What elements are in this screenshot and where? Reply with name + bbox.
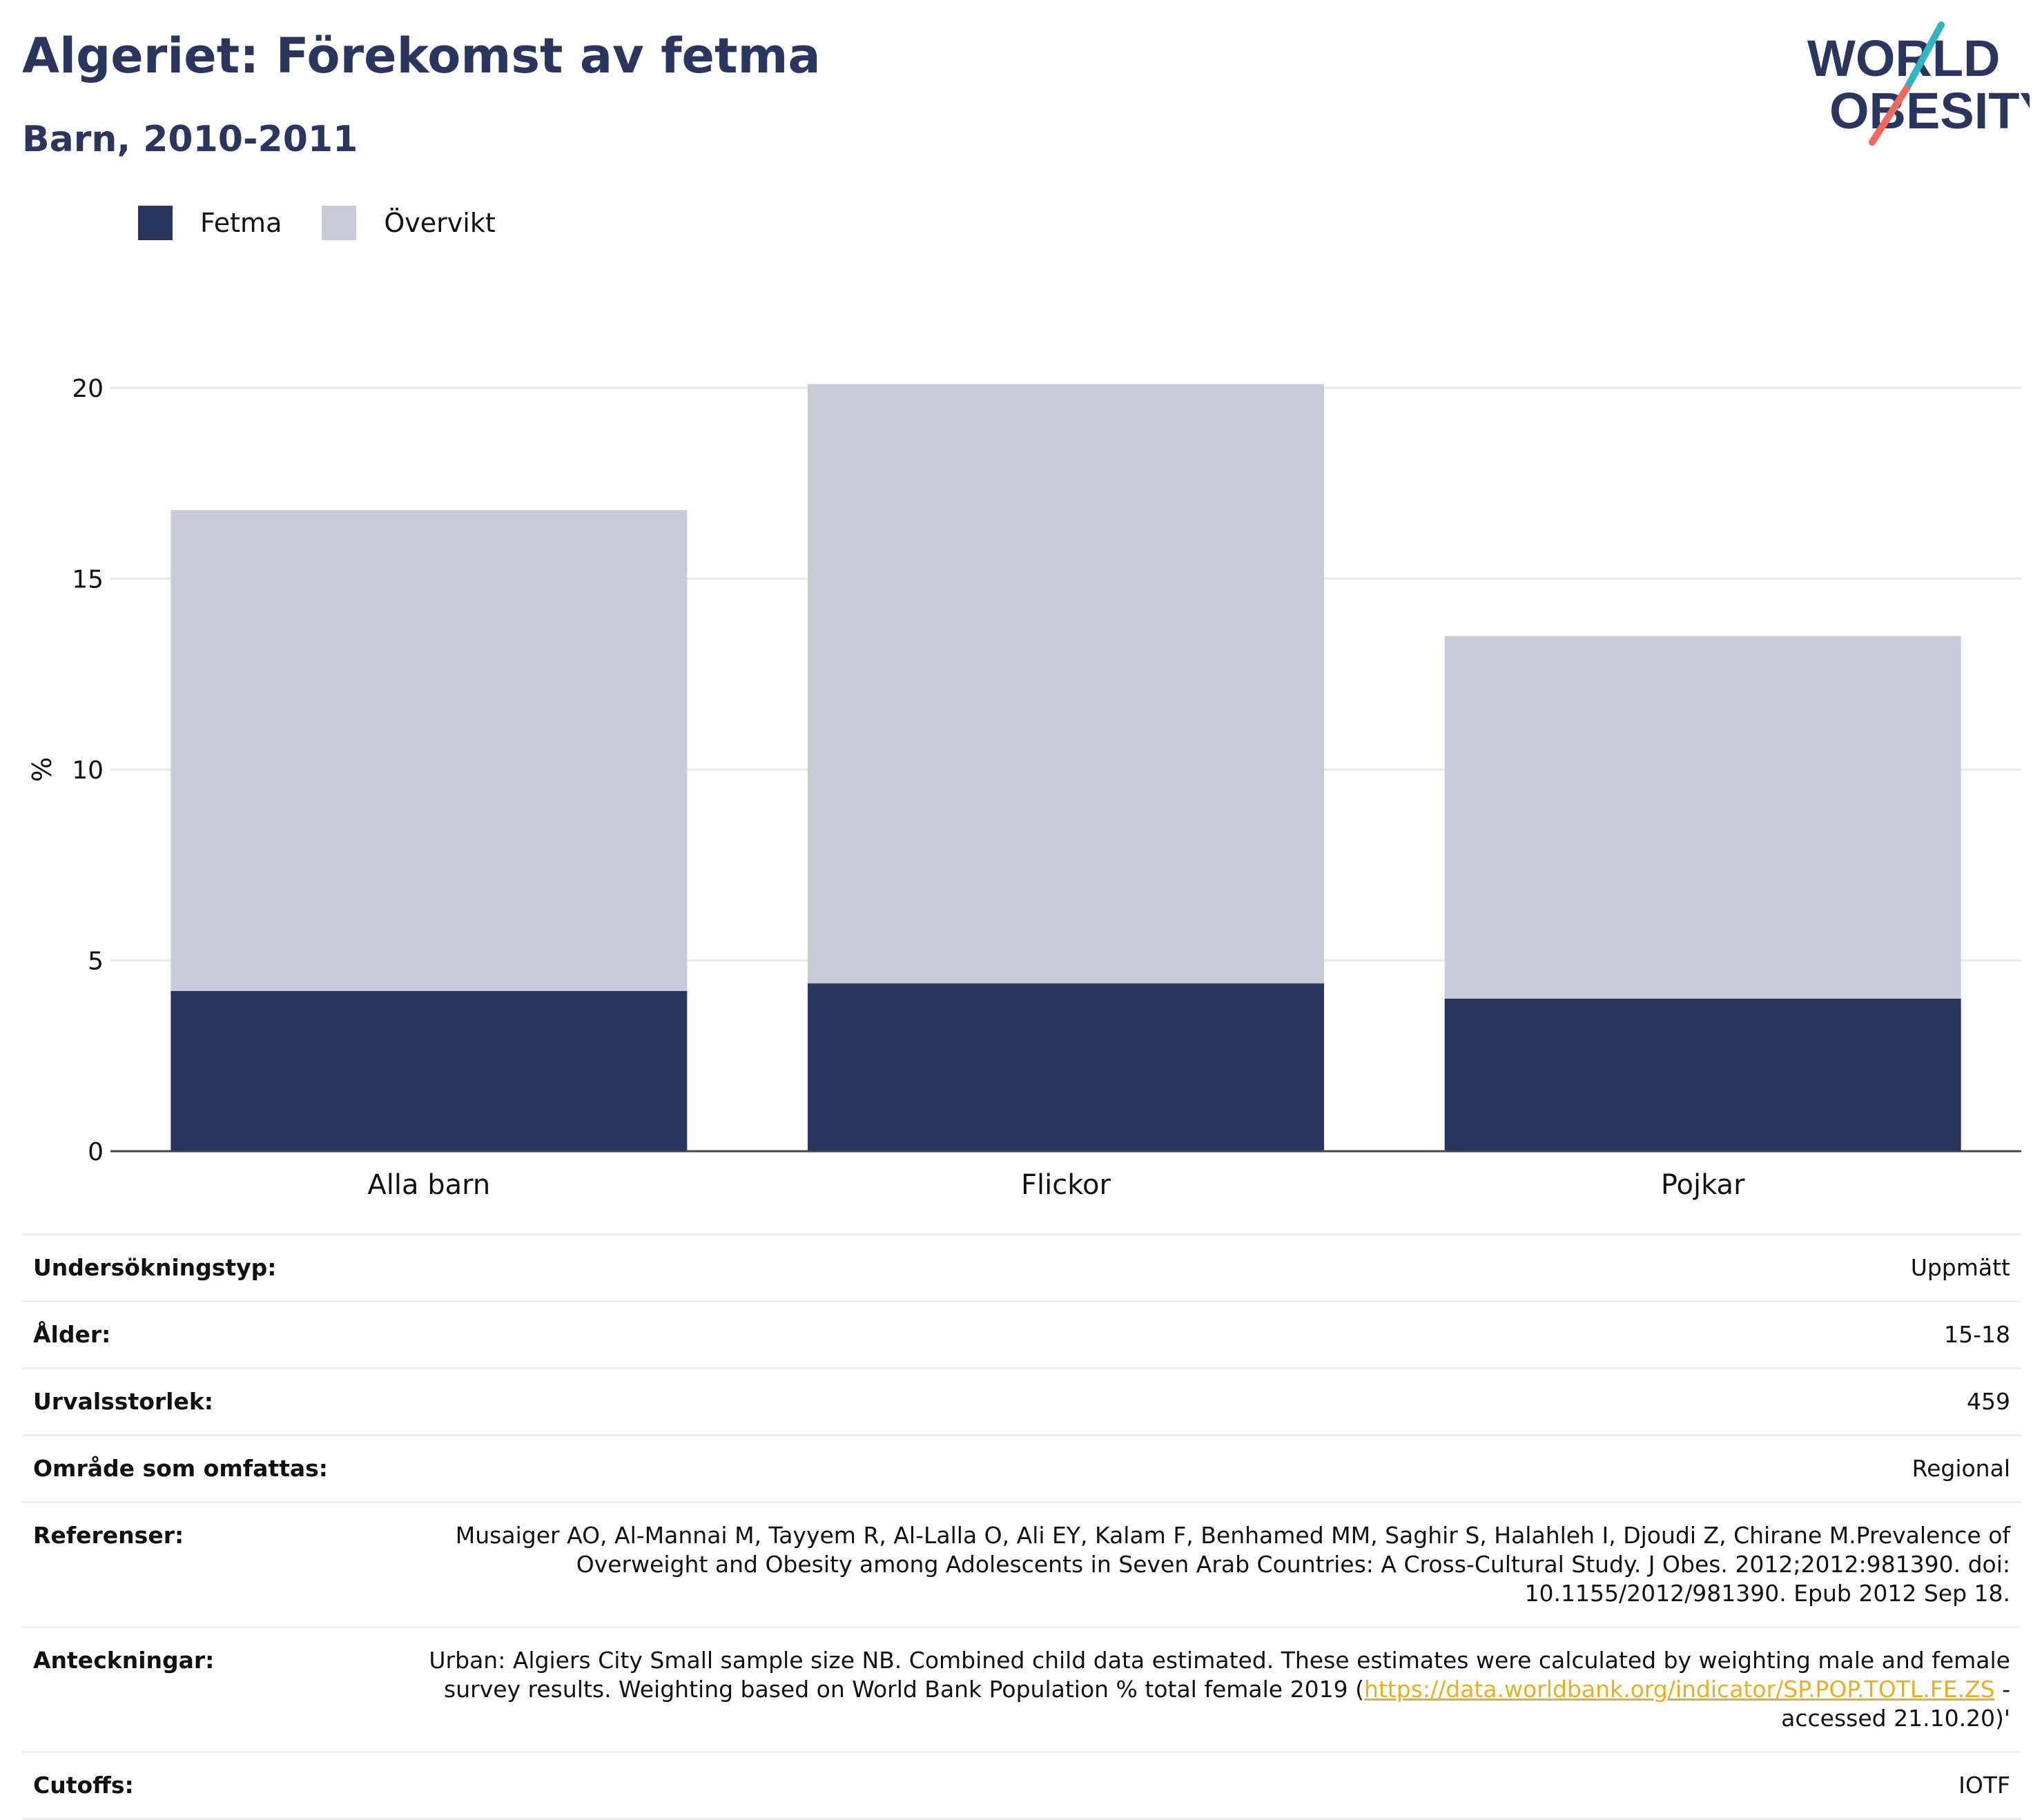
info-key: Cutoffs: xyxy=(22,1751,376,1820)
info-row: Urvalsstorlek: 459 xyxy=(22,1367,2021,1436)
info-value: Regional xyxy=(376,1434,2021,1503)
info-key: Undersökningstyp: xyxy=(22,1233,376,1302)
bar-fetma xyxy=(171,990,688,1151)
info-value: Musaiger AO, Al-Mannai M, Tayyem R, Al-L… xyxy=(376,1501,2021,1627)
info-key: Anteckningar: xyxy=(22,1626,376,1752)
notes-text-after: - accessed 21.10.20)' xyxy=(1781,1676,2010,1732)
legend-swatch-fetma xyxy=(138,206,173,240)
info-row: Område som omfattas: Regional xyxy=(22,1434,2021,1503)
x-tick-label: Pojkar xyxy=(1661,1169,1745,1201)
info-key: Referenser: xyxy=(22,1501,376,1627)
info-row: Referenser: Musaiger AO, Al-Mannai M, Tay… xyxy=(22,1501,2021,1627)
notes-link[interactable]: https://data.worldbank.org/indicator/SP.… xyxy=(1363,1676,1995,1703)
legend-label-overvikt: Övervikt xyxy=(384,208,496,238)
world-obesity-logo: WORLD OBESITY xyxy=(1807,21,2030,146)
info-table: Undersökningstyp: Uppmätt Ålder: 15-18 Urval… xyxy=(22,1233,2021,1820)
bar-overvikt xyxy=(1444,636,1961,999)
legend-label-fetma: Fetma xyxy=(200,208,282,238)
legend-item-fetma[interactable]: Fetma xyxy=(138,206,282,240)
info-value: Uppmätt xyxy=(376,1233,2021,1302)
x-tick-label: Flickor xyxy=(1021,1169,1111,1201)
legend-item-overvikt[interactable]: Övervikt xyxy=(322,206,496,240)
x-tick-label: Alla barn xyxy=(367,1169,490,1201)
logo-text-world: WORLD xyxy=(1807,30,2001,87)
legend-swatch-overvikt xyxy=(322,206,357,240)
chart-subtitle: Barn, 2010-2011 xyxy=(22,119,358,160)
y-tick-label: 20 xyxy=(72,375,104,403)
notes-text: Urban: Algiers City Small sample size NB… xyxy=(429,1647,2010,1703)
info-key: Urvalsstorlek: xyxy=(22,1367,376,1436)
bar-overvikt xyxy=(171,509,688,991)
info-value: Urban: Algiers City Small sample size NB… xyxy=(376,1626,2021,1752)
legend: Fetma Övervikt xyxy=(138,204,536,242)
bar-overvikt xyxy=(808,384,1324,984)
info-row: Undersökningstyp: Uppmätt xyxy=(22,1233,2021,1302)
info-key: Ålder: xyxy=(22,1300,376,1369)
y-axis-label: % xyxy=(27,757,57,782)
bar-fetma xyxy=(1444,998,1961,1151)
logo-slash-coral xyxy=(1869,85,1910,146)
info-key: Område som omfattas: xyxy=(22,1434,376,1503)
info-row: Ålder: 15-18 xyxy=(22,1300,2021,1369)
logo-slash-teal xyxy=(1903,21,1945,92)
info-row-notes: Anteckningar: Urban: Algiers City Small s… xyxy=(22,1626,2021,1752)
info-value: 15-18 xyxy=(376,1300,2021,1369)
bar-fetma xyxy=(808,983,1324,1151)
logo-text-obesity: OBESITY xyxy=(1829,82,2030,139)
info-value: IOTF xyxy=(376,1751,2021,1820)
y-tick-label: 0 xyxy=(88,1138,104,1166)
info-row-cutoffs: Cutoffs: IOTF xyxy=(22,1751,2021,1820)
chart-title: Algeriet: Förekomst av fetma xyxy=(22,28,821,84)
info-value: 459 xyxy=(376,1367,2021,1436)
stacked-bar-chart: 0 5 10 15 20% Alla barn Flickor Pojkar xyxy=(27,375,2021,1201)
y-tick-label: 15 xyxy=(72,566,104,594)
y-tick-label: 5 xyxy=(88,948,104,976)
y-tick-label: 10 xyxy=(72,756,104,785)
